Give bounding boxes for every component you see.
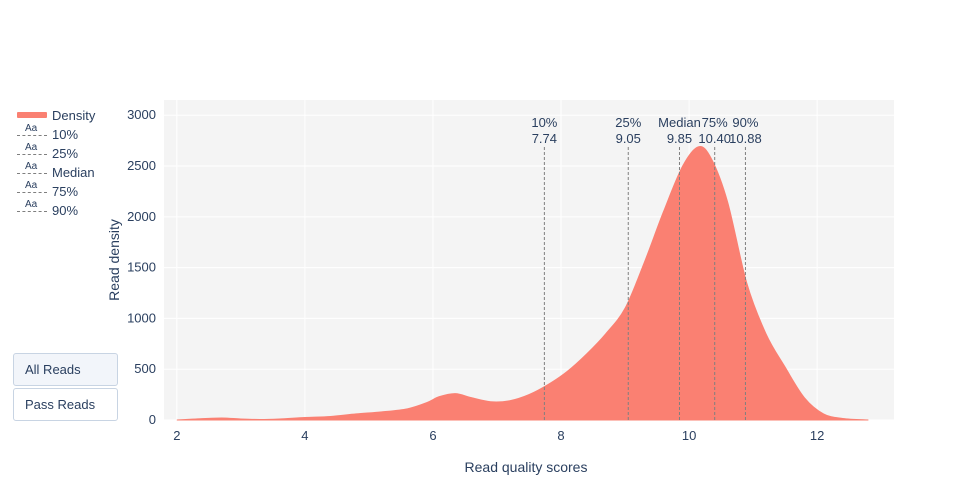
quantile-label: Median	[658, 115, 701, 130]
legend-label: 75%	[52, 184, 79, 199]
quantile-label: 75%	[702, 115, 728, 130]
legend-swatch	[17, 154, 47, 155]
legend-item-25[interactable]: Aa 25%	[16, 142, 95, 163]
legend-marker: Aa	[25, 142, 38, 153]
x-tick-label: 10	[682, 428, 696, 443]
x-tick-label: 8	[557, 428, 564, 443]
legend-marker: Aa	[25, 180, 38, 191]
legend-marker: Aa	[25, 123, 38, 134]
legend-item-90[interactable]: Aa 90%	[16, 199, 95, 220]
quantile-label: 10%	[531, 115, 557, 130]
y-tick-label: 3000	[127, 107, 156, 122]
y-axis-title: Read density	[106, 219, 122, 301]
x-tick-label: 12	[810, 428, 824, 443]
quantile-value: 9.85	[667, 131, 692, 146]
legend-label: Median	[52, 165, 95, 180]
quantile-value: 10.88	[729, 131, 762, 146]
legend-item-median[interactable]: Aa Median	[16, 161, 95, 182]
x-tick-labels: 2 4 6 8 10 12	[173, 428, 824, 443]
legend-item-10[interactable]: Aa 10%	[16, 123, 95, 144]
legend-marker: Aa	[25, 199, 38, 210]
y-tick-label: 500	[134, 361, 156, 376]
y-tick-label: 1000	[127, 310, 156, 325]
legend-item-75[interactable]: Aa 75%	[16, 180, 95, 201]
quantile-label: 25%	[615, 115, 641, 130]
x-tick-label: 4	[301, 428, 308, 443]
legend-swatch	[17, 135, 47, 136]
all-reads-button[interactable]: All Reads	[13, 353, 118, 386]
legend-swatch	[17, 173, 47, 174]
legend-swatch	[17, 112, 47, 118]
y-tick-label: 0	[149, 412, 156, 427]
y-tick-label: 2000	[127, 209, 156, 224]
y-tick-labels: 0 500 1000 1500 2000 2500 3000	[127, 107, 156, 427]
density-area	[176, 146, 869, 421]
y-tick-label: 2500	[127, 158, 156, 173]
quantile-value: 9.05	[616, 131, 641, 146]
quantile-label: 90%	[732, 115, 758, 130]
legend-label: Density	[52, 108, 96, 123]
quantile-value: 7.74	[532, 131, 557, 146]
y-tick-label: 1500	[127, 260, 156, 275]
legend-label: 90%	[52, 203, 79, 218]
legend-marker: Aa	[25, 161, 38, 172]
x-axis-title: Read quality scores	[465, 459, 588, 475]
legend: Density Aa 10% Aa 25% Aa Median Aa 75% A…	[16, 106, 95, 220]
legend-swatch	[17, 211, 47, 212]
density-series-area	[176, 146, 869, 421]
pass-reads-button[interactable]: Pass Reads	[13, 388, 118, 421]
x-tick-label: 6	[429, 428, 436, 443]
legend-item-density[interactable]: Density	[16, 106, 95, 125]
legend-swatch	[17, 192, 47, 193]
x-tick-label: 2	[173, 428, 180, 443]
legend-label: 10%	[52, 127, 79, 142]
quantile-value: 10.40	[698, 131, 731, 146]
legend-label: 25%	[52, 146, 79, 161]
